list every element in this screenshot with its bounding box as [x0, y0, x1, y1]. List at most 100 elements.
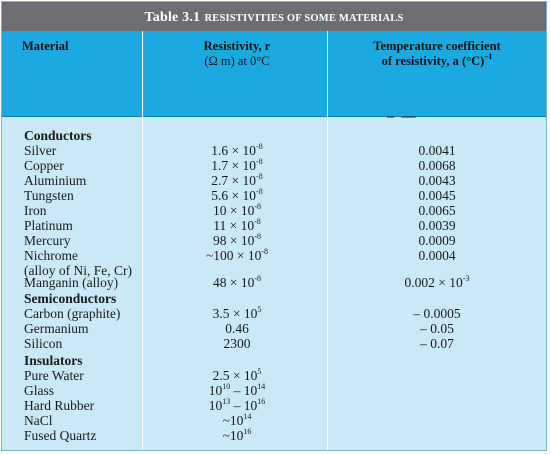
resistivity-base: 98 × 10	[212, 233, 255, 248]
header-material-label: Material	[22, 39, 69, 53]
header-resistivity-line2: (Ω m) at 0°C	[204, 54, 270, 68]
resistivity-base: 10	[208, 398, 223, 413]
resistivity-base: 10 × 10	[212, 203, 255, 218]
resistivity-base-upper: – 10	[230, 398, 258, 413]
column-divider-1	[142, 31, 143, 450]
header-dash: – —	[387, 109, 418, 124]
material-name: Fused Quartz	[24, 428, 97, 443]
resistivity-base: 2.5 × 10	[212, 368, 258, 383]
resistivity-base: 0.46	[225, 321, 249, 336]
resistivity-base: 1.6 × 10	[211, 143, 257, 158]
coefficient-base: 0.0065	[418, 203, 456, 218]
temperature-coefficient-value: – 0.0005	[332, 306, 542, 321]
coefficient-base: 0.0009	[418, 233, 456, 248]
resistivity-exponent: -8	[254, 201, 262, 211]
resistivity-value: 11 × 10-8	[162, 216, 312, 233]
resistivity-value: 2300	[162, 336, 312, 351]
material-name: Carbon (graphite)	[24, 306, 121, 321]
resistivity-value: 10 × 10-8	[162, 201, 312, 218]
material-name: (alloy of Ni, Fe, Cr)	[24, 263, 132, 278]
resistivity-exponent: -8	[254, 216, 261, 226]
resistivity-value: ~1014	[162, 411, 312, 428]
column-divider-2	[327, 31, 328, 450]
material-name: Silicon	[24, 336, 63, 351]
resistivity-value: 2.7 × 10-8	[162, 171, 312, 188]
temperature-coefficient-value: 0.0009	[332, 233, 542, 248]
material-name: Pure Water	[24, 368, 84, 383]
material-name: Iron	[24, 203, 47, 218]
resistivity-value: 1010 – 1014	[162, 381, 312, 398]
table-title-number: Table 3.1	[144, 10, 201, 25]
coefficient-base: 0.0045	[418, 188, 456, 203]
resistivity-value: 1.6 × 10-8	[162, 142, 312, 158]
coefficient-base: – 0.07	[420, 336, 454, 351]
header-coef-sup: –1	[484, 51, 493, 61]
resistivity-base: 11 × 10	[213, 218, 255, 233]
resistivity-base: ~10	[222, 428, 244, 443]
coefficient-base: – 0.0005	[413, 306, 461, 321]
temperature-coefficient-value: 0.0045	[332, 188, 542, 203]
material-name: Silver	[24, 143, 57, 158]
resistivity-base: 48 × 10	[212, 275, 255, 290]
resistivity-base: ~10	[222, 413, 244, 428]
resistivity-base-upper: – 10	[230, 383, 258, 398]
material-name: Germanium	[24, 321, 89, 336]
resistivity-base: 3.5 × 10	[212, 306, 258, 321]
temperature-coefficient-value: 0.0065	[332, 203, 542, 218]
category-insulators: Insulators	[24, 353, 83, 368]
resistivity-base: 2300	[223, 336, 251, 351]
resistivity-exponent: 5	[257, 366, 262, 376]
header-coefficient: Temperature coefficient of resistivity, …	[332, 39, 542, 69]
material-name: Mercury	[24, 233, 71, 248]
coefficient-base: 0.0041	[418, 143, 456, 158]
resistivity-exponent: -8	[261, 246, 269, 256]
resistivity-base: ~100 × 10	[205, 248, 262, 263]
material-name: Copper	[24, 158, 64, 173]
resistivity-value: 3.5 × 105	[162, 304, 312, 321]
category-conductors: Conductors	[24, 128, 92, 143]
material-name: Aluminium	[24, 173, 87, 188]
material-name: Tungsten	[24, 188, 74, 203]
temperature-coefficient-value: 0.0004	[332, 248, 542, 263]
material-name: Nichrome	[24, 248, 78, 263]
temperature-coefficient-value: 0.0041	[332, 143, 542, 158]
resistivity-value: 1.7 × 10-8	[162, 156, 312, 173]
coefficient-base: 0.0043	[418, 173, 456, 188]
temperature-coefficient-value: 0.0068	[332, 158, 542, 173]
material-name: Platinum	[24, 218, 73, 233]
resistivity-exponent: -8	[256, 171, 263, 181]
resistivity-exponent: -8	[256, 156, 263, 166]
resistivity-exponent: -8	[254, 231, 262, 241]
material-name: Hard Rubber	[24, 398, 95, 413]
resistivity-exponent: -8	[256, 186, 263, 196]
resistivity-base: 2.7 × 10	[211, 173, 257, 188]
resistivity-value: 98 × 10-8	[162, 231, 312, 248]
coefficient-base: 0.0068	[418, 158, 456, 173]
resistivity-base: 10	[208, 383, 223, 398]
resistivity-exponent: 5	[257, 304, 262, 314]
header-material: Material	[22, 39, 142, 54]
coefficient-base: 0.0039	[418, 218, 456, 233]
coefficient-base: 0.0004	[418, 248, 456, 263]
resistivity-base: 5.6 × 10	[211, 188, 257, 203]
temperature-coefficient-value: – 0.05	[332, 321, 542, 336]
resistivity-value: 48 × 10-8	[162, 273, 312, 290]
material-name: NaCl	[24, 413, 53, 428]
header-coef-line1: Temperature coefficient	[373, 39, 501, 53]
coefficient-base: 0.002 × 10	[404, 275, 463, 290]
resistivity-exponent: 10	[222, 381, 231, 391]
resistivity-exponent: -8	[254, 273, 262, 283]
table-header: Material Resistivity, r (Ω m) at 0°C Tem…	[2, 31, 546, 124]
resistivity-value: ~100 × 10-8	[162, 246, 312, 263]
resistivity-exponent-upper: 16	[257, 396, 266, 406]
resistivity-value: ~1016	[162, 427, 312, 443]
resistivity-exponent: 14	[243, 411, 252, 421]
resistivity-value: 0.46	[162, 321, 312, 336]
temperature-coefficient-value: 0.0039	[332, 218, 542, 233]
material-name: Glass	[24, 383, 54, 398]
resistivity-exponent-upper: 14	[257, 381, 266, 391]
temperature-coefficient-value: 0.0043	[332, 173, 542, 188]
header-resistivity-line1: Resistivity, r	[203, 39, 271, 53]
material-name: Manganin (alloy)	[24, 275, 119, 290]
